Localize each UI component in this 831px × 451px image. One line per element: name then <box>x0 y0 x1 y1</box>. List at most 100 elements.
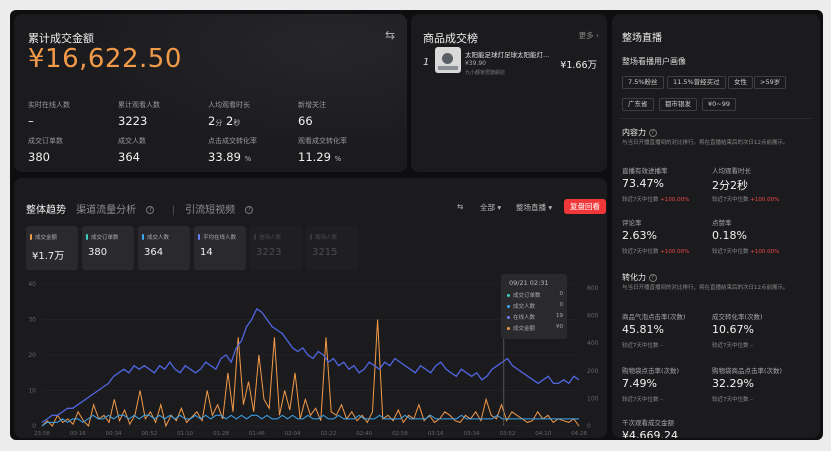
metric-label: 观看成交转化率 <box>298 137 347 145</box>
stat-value: 45.81% <box>622 323 664 336</box>
stat-label: 成交转化率(次数) <box>712 313 763 321</box>
x-axis-tick: 03:34 <box>464 431 480 437</box>
stat-label: 购物袋商品点击率(次数) <box>712 367 783 375</box>
metric-card-exits[interactable]: 离场人数 3215 <box>306 226 358 270</box>
x-axis-tick: 03:16 <box>428 431 444 437</box>
stat-label: 商品气泡点击率(次数) <box>622 313 686 321</box>
series-color-marker <box>30 234 32 240</box>
product-name[interactable]: 太阳能足球灯足球太阳能灯... <box>465 51 550 59</box>
series-color-marker <box>142 234 144 240</box>
stat-value: 10.67% <box>712 323 754 336</box>
metric-label: 新增关注 <box>298 101 326 109</box>
metric-card-entries[interactable]: 进场人数 3223 <box>250 226 302 270</box>
left-axis-tick: 30 <box>28 317 36 324</box>
persona-chip: ¥0~99 <box>702 98 736 111</box>
filter-live-dropdown[interactable]: 整场直播 ▾ <box>516 203 553 212</box>
stat-compare: 较近7天中位数 +100.00% <box>712 197 780 203</box>
adjust-icon[interactable]: ⇆ <box>384 28 395 42</box>
stat-value: 2.63% <box>622 229 657 242</box>
series-color-marker <box>198 234 200 240</box>
x-axis-tick: 01:46 <box>249 431 265 437</box>
metric-card-orders[interactable]: 成交订单数 380 <box>82 226 134 270</box>
stat-value: 2分2秒 <box>712 179 748 192</box>
rank-index: 1 <box>423 57 430 68</box>
stat-label: 直播有效进播率 <box>622 167 668 175</box>
x-axis-tick: 01:10 <box>177 431 193 437</box>
x-axis-tick: 04:10 <box>535 431 551 437</box>
stat-value: 7.49% <box>622 377 657 390</box>
persona-chip: 7.5%粉丝 <box>622 76 664 89</box>
metric-card-gmv[interactable]: 成交金额 ¥1.7万 <box>26 226 78 270</box>
card-value: ¥1.7万 <box>32 251 65 262</box>
left-axis-tick: 40 <box>28 281 36 288</box>
metric-label: 成交订单数 <box>28 137 63 145</box>
help-icon[interactable]: ? <box>648 273 657 282</box>
live-summary-sidebar: 整场直播 整场看播用户画像 7.5%粉丝 11.5%曾经买过 女性 >59岁 广… <box>612 14 820 438</box>
series-gmv-line <box>41 319 580 428</box>
card-value: 3223 <box>256 247 282 258</box>
persona-chip: 广东省 <box>622 98 654 111</box>
tab-overall-trend[interactable]: 整体趋势 <box>26 205 66 216</box>
metric-label: 点击成交转化率 <box>208 137 257 145</box>
filter-all-dropdown[interactable]: 全部 ▾ <box>480 203 502 212</box>
right-axis-tick: 0 <box>587 423 591 430</box>
live-dashboard: 累计成交金额 ⇆ ¥16,622.50 实时在线人数 – 累计观看人数 3223… <box>10 10 823 440</box>
stat-compare: 较近7天中位数 – <box>712 343 753 349</box>
x-axis-tick: 02:22 <box>320 431 336 437</box>
stat-label: 人均观看时长 <box>712 167 751 175</box>
help-icon[interactable]: ? <box>245 206 254 214</box>
metric-value: – <box>28 114 34 128</box>
metric-value: 364 <box>118 150 140 164</box>
x-axis-tick: 02:40 <box>356 431 372 437</box>
stat-compare: 较近7天中位数 – <box>712 397 753 403</box>
card-label: 成交人数 <box>147 235 170 241</box>
help-icon[interactable]: ? <box>648 128 657 137</box>
tooltip-row: 成交人数 0 <box>507 302 563 310</box>
x-axis-tick: 02:58 <box>392 431 408 437</box>
left-axis-tick: 10 <box>28 388 36 395</box>
stat-label: 点赞率 <box>712 219 732 227</box>
tab-channel-traffic[interactable]: 渠道流量分析 ? <box>76 205 161 216</box>
stat-label: 评论率 <box>622 219 642 227</box>
ranking-more-link[interactable]: 更多 › <box>578 31 599 40</box>
persona-title: 整场看播用户画像 <box>622 57 686 66</box>
product-price: ¥39.90 <box>465 60 486 67</box>
persona-chip: 都市银发 <box>659 98 697 111</box>
x-axis-tick: 00:52 <box>141 431 157 437</box>
x-axis-tick: 00:16 <box>70 431 86 437</box>
persona-chip: >59岁 <box>754 76 787 89</box>
stat-label: 购物袋点击率(次数) <box>622 367 680 375</box>
series-online-line <box>41 307 580 423</box>
metric-label: 成交人数 <box>118 137 146 145</box>
card-label: 离场人数 <box>315 235 338 241</box>
stat-compare: 较近7天中位数 +100.00% <box>712 249 780 255</box>
tooltip-row: 在线人数 19 <box>507 313 563 321</box>
metric-card-online[interactable]: 平均在线人数 14 <box>194 226 246 270</box>
product-ranking-panel: 商品成交榜 更多 › 1 太阳能足球灯足球太阳能灯... ¥39.90 九小都家… <box>411 14 607 172</box>
persona-chip: 11.5%曾经买过 <box>667 76 726 89</box>
product-shop: 九小都家居旗舰店 <box>465 70 506 76</box>
x-axis-tick: 01:28 <box>213 431 229 437</box>
help-icon[interactable]: ? <box>146 206 155 214</box>
gmv-value: ¥16,622.50 <box>28 44 182 74</box>
x-axis-tick: 04:28 <box>571 431 587 437</box>
divider <box>620 118 812 119</box>
metric-value: 33.89 % <box>208 150 252 164</box>
metric-value: 3223 <box>118 114 148 128</box>
settings-icon[interactable]: ⇆ <box>457 202 464 211</box>
metric-card-buyers[interactable]: 成交人数 364 <box>138 226 190 270</box>
replay-button[interactable]: 复盘回看 <box>564 199 606 214</box>
metric-label: 人均观看时长 <box>208 101 250 109</box>
stat-value: 73.47% <box>622 177 664 190</box>
content-power-desc: 与当日开播直播间的对比排行，将在直播结束后的次日12点前展示。 <box>622 140 789 146</box>
product-thumbnail[interactable] <box>435 47 461 73</box>
stat-value: ¥4,669.24 <box>622 429 678 438</box>
stat-compare: 较近7天中位数 +100.00% <box>622 197 690 203</box>
x-axis-tick: 02:04 <box>285 431 301 437</box>
tooltip-row: 成交订单数 0 <box>507 291 563 299</box>
tab-short-video[interactable]: 引流短视频 ? <box>185 205 260 216</box>
right-axis-tick: 400 <box>587 340 599 347</box>
card-label: 成交金额 <box>35 235 58 241</box>
card-label: 进场人数 <box>259 235 282 241</box>
